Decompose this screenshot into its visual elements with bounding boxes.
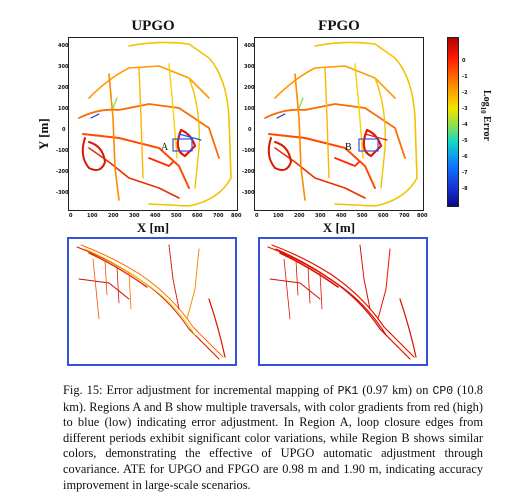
figure-caption: Fig. 15: Error adjustment for incrementa… <box>63 383 484 492</box>
colorbar-tick: -3 <box>462 106 468 112</box>
right-x-tick: 200 <box>294 213 305 219</box>
right-x-tick: 600 <box>378 213 389 219</box>
right-y-tick: -300 <box>242 190 255 196</box>
right-x-tick: 800 <box>417 213 428 219</box>
right-x-tick: 700 <box>399 213 410 219</box>
right-x-tick: 500 <box>357 213 368 219</box>
left-y-tick: 200 <box>58 85 69 91</box>
right-y-tick: -100 <box>242 148 255 154</box>
left-x-axis-label: X [m] <box>136 220 170 235</box>
left-y-tick: -100 <box>56 148 69 154</box>
zoom-region-a <box>67 237 237 366</box>
left-x-tick: 200 <box>108 213 119 219</box>
left-x-tick: 500 <box>171 213 182 219</box>
left-x-tick: 0 <box>69 213 73 219</box>
left-x-tick: 300 <box>129 213 140 219</box>
right-x-tick: 0 <box>255 213 259 219</box>
left-x-tick: 400 <box>150 213 161 219</box>
right-y-tick: 400 <box>244 43 255 49</box>
colorbar-label: Log10 Error <box>479 90 492 141</box>
colorbar-tick: -5 <box>462 138 468 144</box>
right-x-tick: 400 <box>336 213 347 219</box>
right-y-tick: 200 <box>244 85 255 91</box>
colorbar-tick: -4 <box>462 122 468 128</box>
colorbar-tick: -6 <box>462 154 468 160</box>
right-plot-title: FPGO <box>318 18 360 34</box>
colorbar-tick: -8 <box>462 186 468 192</box>
left-x-tick: 800 <box>231 213 242 219</box>
left-plot-title: UPGO <box>131 18 175 34</box>
colorbar-tick: -1 <box>462 74 468 80</box>
left-y-tick: 100 <box>58 106 69 112</box>
left-y-tick: 300 <box>58 64 69 70</box>
colorbar <box>447 37 459 207</box>
left-y-tick: 400 <box>58 43 69 49</box>
right-x-tick: 100 <box>273 213 284 219</box>
colorbar-tick: 0 <box>462 58 466 64</box>
region-b-label: B <box>345 142 352 153</box>
right-x-tick: 300 <box>315 213 326 219</box>
zoom-region-b <box>258 237 428 366</box>
right-x-axis-label: X [m] <box>322 220 356 235</box>
colorbar-tick: -7 <box>462 170 468 176</box>
region-a-label: A <box>161 142 169 153</box>
right-trajectory-plot <box>254 37 424 211</box>
left-y-tick: -300 <box>56 190 69 196</box>
left-x-tick: 700 <box>213 213 224 219</box>
colorbar-tick: -2 <box>462 90 468 96</box>
left-x-tick: 100 <box>87 213 98 219</box>
left-y-tick: -200 <box>56 169 69 175</box>
left-y-tick: 0 <box>62 127 66 133</box>
right-y-tick: 300 <box>244 64 255 70</box>
right-y-tick: 0 <box>248 127 252 133</box>
left-x-tick: 600 <box>192 213 203 219</box>
left-trajectory-plot <box>68 37 238 211</box>
caption-fig-number: Fig. 15: <box>63 383 103 397</box>
right-y-tick: -200 <box>242 169 255 175</box>
right-y-tick: 100 <box>244 106 255 112</box>
left-y-axis-label: Y [m] <box>36 118 51 150</box>
